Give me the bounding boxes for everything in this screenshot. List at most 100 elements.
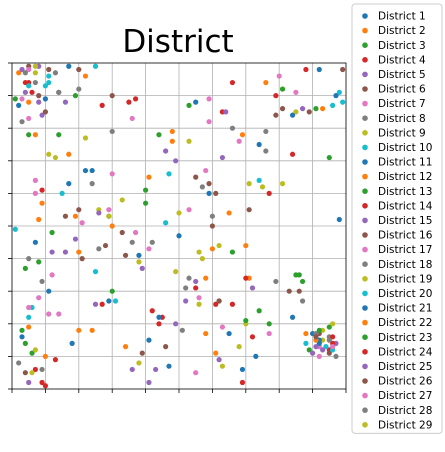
point-district-23-9 [156, 132, 162, 138]
legend-label-district-24: District 24 [378, 346, 433, 358]
legend-label-district-13: District 13 [378, 186, 432, 198]
legend-marker-district-27 [362, 392, 368, 399]
legend-marker-district-17 [362, 246, 368, 253]
chart-title: District [122, 24, 233, 60]
point-district-19-5 [259, 184, 266, 190]
point-district-7-1 [26, 115, 32, 122]
point-district-29-10 [236, 344, 242, 350]
point-district-18-6 [273, 278, 279, 285]
point-district-5-3 [49, 249, 55, 255]
point-district-17-3 [193, 370, 199, 376]
point-district-8-8 [16, 360, 22, 366]
point-district-28-2 [19, 119, 25, 125]
point-district-14-7 [330, 334, 336, 340]
point-district-6-4 [193, 174, 199, 180]
point-district-5-7 [310, 350, 316, 356]
point-district-16-10 [326, 350, 332, 356]
point-district-5-10 [163, 148, 169, 154]
point-district-3-5 [109, 288, 115, 294]
point-district-10-4 [92, 63, 99, 69]
point-district-20-9 [303, 340, 309, 346]
point-district-26-10 [216, 298, 222, 304]
point-district-18-4 [183, 285, 189, 291]
point-district-15-4 [139, 265, 145, 271]
point-district-13-3 [56, 132, 62, 138]
legend-marker-district-12 [362, 173, 368, 180]
point-district-16-6 [286, 288, 292, 294]
point-district-7-5 [276, 73, 282, 79]
point-district-6-3 [109, 93, 115, 99]
point-district-28-7 [326, 337, 332, 343]
point-district-20-6 [59, 190, 65, 196]
point-district-13-6 [313, 106, 319, 112]
legend-label-district-25: District 25 [378, 361, 432, 373]
point-district-4-6 [249, 334, 256, 340]
legend-marker-district-1 [362, 13, 368, 19]
point-district-7-4 [206, 96, 212, 102]
point-district-29-1 [32, 347, 38, 353]
point-district-22-9 [122, 344, 129, 350]
legend-marker-district-25 [362, 363, 368, 370]
point-district-23-5 [243, 317, 249, 324]
point-district-19-2 [136, 360, 142, 366]
point-district-5-6 [193, 278, 199, 285]
point-district-11-4 [256, 141, 262, 148]
legend-marker-district-6 [362, 86, 368, 92]
point-district-28-5 [199, 184, 205, 190]
point-district-4-10 [273, 93, 279, 99]
point-district-6-9 [340, 66, 346, 73]
point-district-16-2 [119, 229, 125, 236]
point-district-24-3 [156, 321, 162, 327]
point-district-27-9 [266, 330, 272, 337]
point-district-27-2 [19, 96, 25, 102]
legend-label-district-28: District 28 [378, 405, 432, 417]
point-district-5-2 [223, 109, 229, 115]
point-district-12-6 [239, 132, 246, 138]
legend-marker-district-7 [362, 100, 368, 107]
legend-label-district-15: District 15 [378, 215, 432, 227]
point-district-10-1 [46, 73, 52, 79]
point-district-11-8 [239, 366, 246, 373]
point-district-28-3 [56, 89, 62, 95]
point-district-29-8 [32, 63, 38, 69]
legend-label-district-21: District 21 [378, 303, 432, 315]
point-district-7-3 [129, 115, 135, 122]
legend-label-district-3: District 3 [378, 40, 426, 52]
point-district-10-10 [256, 177, 262, 183]
point-district-2-1 [26, 99, 32, 105]
point-district-23-4 [229, 249, 236, 255]
point-district-25-3 [62, 249, 69, 255]
point-district-8-1 [32, 79, 38, 86]
point-district-29-6 [330, 321, 336, 327]
point-district-27-7 [56, 311, 62, 317]
point-district-24-4 [229, 79, 236, 86]
legend-label-district-26: District 26 [378, 376, 433, 388]
point-district-24-7 [42, 383, 49, 389]
point-district-26-5 [313, 334, 319, 340]
point-district-21-1 [19, 334, 25, 340]
point-district-24-10 [289, 151, 296, 157]
point-district-19-1 [29, 370, 35, 376]
point-district-7-7 [196, 295, 202, 301]
legend-marker-district-19 [362, 276, 368, 282]
legend-label-district-2: District 2 [378, 25, 426, 37]
point-district-17-8 [316, 353, 322, 359]
point-district-4-5 [149, 308, 155, 314]
legend-marker-district-13 [362, 188, 368, 194]
point-district-20-8 [92, 269, 99, 275]
legend-marker-district-14 [362, 203, 368, 209]
point-district-16-8 [139, 350, 145, 356]
point-district-22-10 [39, 200, 45, 206]
point-district-17-4 [203, 167, 209, 174]
point-district-28-9 [39, 278, 45, 285]
point-district-1-4 [136, 252, 142, 258]
point-district-1-5 [166, 363, 172, 369]
point-district-13-5 [299, 278, 306, 285]
point-district-10-6 [340, 99, 346, 105]
point-district-25-2 [36, 99, 42, 105]
point-district-29-4 [196, 301, 202, 307]
point-district-21-4 [206, 190, 212, 196]
point-district-14-4 [213, 301, 219, 307]
point-district-27-10 [109, 171, 115, 177]
legend-label-district-18: District 18 [378, 259, 432, 271]
